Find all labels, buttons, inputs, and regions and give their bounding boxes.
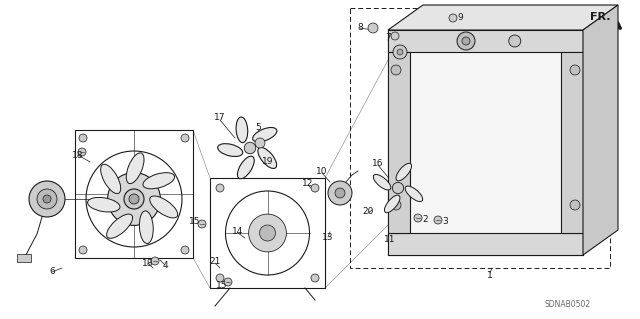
Text: FR.: FR.: [590, 12, 611, 22]
Circle shape: [509, 35, 521, 47]
Polygon shape: [583, 5, 618, 255]
Circle shape: [37, 189, 57, 209]
Ellipse shape: [140, 211, 153, 243]
Text: 6: 6: [49, 268, 55, 277]
Ellipse shape: [258, 147, 276, 168]
Bar: [561, 52, 583, 233]
Text: 19: 19: [262, 158, 274, 167]
Text: 1: 1: [487, 271, 493, 279]
Text: 15: 15: [216, 280, 228, 290]
Circle shape: [391, 65, 401, 75]
Ellipse shape: [236, 117, 248, 143]
Ellipse shape: [143, 173, 175, 189]
Circle shape: [311, 184, 319, 192]
Circle shape: [391, 32, 399, 40]
Text: 20: 20: [362, 207, 374, 217]
Circle shape: [216, 184, 224, 192]
Circle shape: [216, 274, 224, 282]
Circle shape: [129, 194, 139, 204]
Circle shape: [434, 216, 442, 224]
Circle shape: [328, 181, 352, 205]
Text: 3: 3: [442, 218, 448, 226]
Circle shape: [29, 181, 65, 217]
Circle shape: [79, 246, 87, 254]
Bar: [388, 30, 583, 255]
Bar: [350, 8, 610, 268]
Circle shape: [151, 257, 159, 265]
Text: 8: 8: [357, 24, 363, 33]
Circle shape: [198, 220, 206, 228]
Ellipse shape: [237, 156, 254, 179]
Text: 4: 4: [162, 261, 168, 270]
Bar: [388, 52, 410, 233]
Polygon shape: [388, 5, 618, 30]
Text: 10: 10: [316, 167, 328, 176]
Ellipse shape: [107, 214, 132, 238]
Text: 7: 7: [385, 33, 391, 42]
Circle shape: [449, 14, 457, 22]
Bar: [210, 178, 325, 288]
Text: 11: 11: [384, 235, 396, 244]
Text: 12: 12: [302, 179, 314, 188]
Text: 2: 2: [422, 216, 428, 225]
Bar: [388, 233, 583, 255]
Text: 15: 15: [189, 218, 201, 226]
Ellipse shape: [150, 196, 178, 218]
Circle shape: [311, 274, 319, 282]
Text: SDNAB0502: SDNAB0502: [545, 300, 591, 309]
Circle shape: [255, 138, 265, 148]
Text: 14: 14: [232, 227, 244, 236]
Circle shape: [181, 246, 189, 254]
Ellipse shape: [88, 197, 120, 212]
Circle shape: [570, 65, 580, 75]
Circle shape: [391, 200, 401, 210]
Text: 16: 16: [372, 159, 384, 167]
Ellipse shape: [126, 153, 144, 184]
Text: 18: 18: [72, 151, 84, 160]
Circle shape: [108, 173, 161, 226]
Ellipse shape: [373, 174, 391, 190]
Circle shape: [457, 32, 475, 50]
Text: 13: 13: [323, 234, 333, 242]
Ellipse shape: [253, 128, 277, 142]
Circle shape: [397, 49, 403, 55]
Circle shape: [224, 278, 232, 286]
Circle shape: [79, 134, 87, 142]
Circle shape: [78, 148, 86, 156]
Bar: [17, 254, 31, 262]
Bar: [388, 30, 583, 52]
Circle shape: [570, 200, 580, 210]
Circle shape: [181, 134, 189, 142]
Ellipse shape: [100, 164, 121, 194]
Text: 18: 18: [142, 258, 154, 268]
Circle shape: [368, 23, 378, 33]
Circle shape: [248, 214, 287, 252]
Circle shape: [43, 195, 51, 203]
Ellipse shape: [218, 144, 243, 157]
Text: 17: 17: [214, 114, 226, 122]
Circle shape: [393, 45, 407, 59]
Text: 5: 5: [255, 123, 261, 132]
Circle shape: [244, 142, 256, 154]
Text: 21: 21: [209, 257, 221, 266]
Circle shape: [259, 225, 275, 241]
Circle shape: [335, 188, 345, 198]
Bar: [75, 130, 193, 258]
Ellipse shape: [385, 195, 400, 213]
Circle shape: [462, 37, 470, 45]
Text: 9: 9: [457, 12, 463, 21]
Ellipse shape: [405, 186, 422, 202]
Circle shape: [414, 214, 422, 222]
Ellipse shape: [396, 163, 412, 181]
Circle shape: [124, 189, 144, 209]
Circle shape: [392, 182, 404, 194]
